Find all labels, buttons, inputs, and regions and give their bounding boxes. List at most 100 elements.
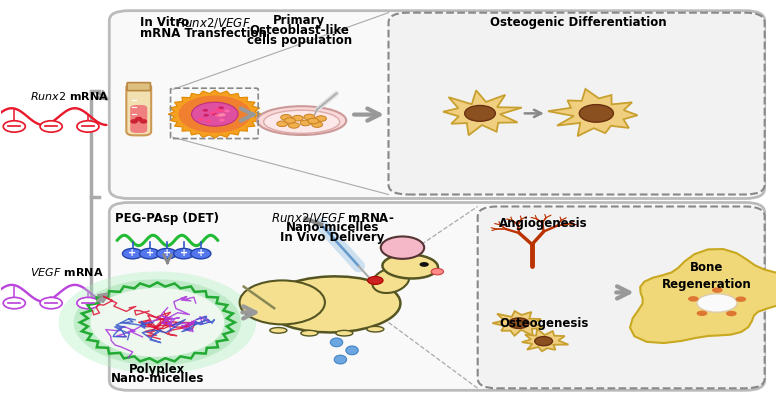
Circle shape (688, 296, 699, 302)
Circle shape (77, 121, 99, 132)
Text: Nano-micelles: Nano-micelles (110, 372, 204, 385)
Text: $\it{Runx2/VEGF}$: $\it{Runx2/VEGF}$ (176, 16, 251, 30)
Text: +: + (162, 248, 171, 258)
Circle shape (368, 276, 383, 284)
Text: +: + (145, 248, 154, 258)
Text: Osteogenesis: Osteogenesis (499, 317, 588, 330)
Text: $\it{VEGF}$ mRNA: $\it{VEGF}$ mRNA (30, 266, 104, 278)
Circle shape (218, 106, 224, 109)
Circle shape (535, 336, 552, 346)
Polygon shape (522, 328, 569, 351)
Circle shape (140, 249, 160, 259)
Circle shape (190, 249, 211, 259)
Circle shape (304, 114, 315, 120)
Circle shape (218, 109, 224, 112)
Circle shape (77, 298, 99, 309)
Circle shape (697, 310, 707, 316)
Circle shape (220, 113, 225, 116)
Circle shape (580, 105, 613, 122)
Polygon shape (493, 311, 544, 336)
Ellipse shape (697, 294, 737, 312)
Polygon shape (169, 90, 261, 138)
FancyBboxPatch shape (110, 11, 765, 198)
Text: Polyplex: Polyplex (129, 363, 186, 376)
Ellipse shape (265, 276, 400, 332)
Ellipse shape (367, 326, 384, 332)
Circle shape (179, 95, 251, 133)
Text: Osteoblast-like: Osteoblast-like (249, 24, 349, 37)
Circle shape (225, 109, 230, 112)
Circle shape (712, 288, 723, 293)
Text: $\it{Runx2}$ mRNA: $\it{Runx2}$ mRNA (30, 90, 110, 102)
Polygon shape (443, 90, 522, 135)
Ellipse shape (263, 110, 340, 134)
Ellipse shape (382, 254, 438, 279)
Circle shape (239, 280, 325, 324)
Circle shape (203, 109, 208, 112)
Circle shape (280, 115, 291, 120)
Circle shape (204, 114, 209, 117)
Circle shape (136, 117, 142, 121)
Text: Nano-micelles: Nano-micelles (286, 221, 379, 234)
Circle shape (284, 118, 295, 124)
Ellipse shape (334, 355, 347, 364)
FancyBboxPatch shape (131, 105, 148, 133)
Circle shape (58, 271, 256, 373)
Ellipse shape (330, 338, 343, 347)
Circle shape (312, 122, 322, 128)
Circle shape (509, 318, 529, 328)
Circle shape (292, 115, 303, 121)
Circle shape (288, 123, 299, 128)
Circle shape (74, 279, 241, 365)
Circle shape (300, 120, 311, 126)
FancyBboxPatch shape (478, 207, 765, 388)
Text: In Vivo Delivery: In Vivo Delivery (280, 231, 385, 244)
Circle shape (381, 237, 424, 259)
Text: cells population: cells population (247, 34, 352, 47)
Circle shape (216, 114, 221, 117)
Circle shape (211, 113, 218, 115)
Circle shape (465, 105, 496, 121)
Ellipse shape (301, 330, 318, 336)
Text: $\it{Runx2/VEGF}$ mRNA-: $\it{Runx2/VEGF}$ mRNA- (271, 211, 394, 225)
Circle shape (219, 119, 225, 122)
Circle shape (308, 118, 319, 124)
Circle shape (206, 119, 211, 122)
Text: Primary: Primary (274, 14, 326, 27)
Circle shape (40, 298, 62, 309)
FancyBboxPatch shape (127, 83, 151, 91)
Circle shape (173, 249, 193, 259)
Text: Bone
Regeneration: Bone Regeneration (662, 261, 751, 292)
Circle shape (141, 120, 147, 123)
Text: +: + (128, 248, 137, 258)
FancyBboxPatch shape (388, 13, 765, 194)
Text: Osteogenic Differentiation: Osteogenic Differentiation (490, 16, 667, 29)
Ellipse shape (257, 106, 347, 135)
FancyBboxPatch shape (110, 203, 765, 390)
Text: PEG-PAsp (DET): PEG-PAsp (DET) (116, 212, 219, 225)
Text: +: + (197, 248, 205, 258)
Circle shape (315, 116, 326, 122)
Ellipse shape (346, 346, 358, 355)
Ellipse shape (372, 268, 409, 293)
Circle shape (210, 111, 215, 114)
Circle shape (214, 108, 220, 111)
Text: mRNA Transfection: mRNA Transfection (141, 27, 267, 40)
Text: +: + (179, 248, 188, 258)
Circle shape (198, 118, 204, 121)
Circle shape (736, 296, 746, 302)
Polygon shape (630, 249, 777, 343)
Circle shape (3, 298, 26, 309)
Circle shape (420, 262, 429, 267)
Circle shape (726, 311, 737, 316)
Circle shape (215, 114, 221, 117)
Circle shape (90, 288, 225, 357)
Text: Angiogenesis: Angiogenesis (500, 217, 588, 230)
Ellipse shape (270, 328, 287, 333)
Circle shape (123, 249, 143, 259)
Circle shape (3, 121, 26, 132)
Circle shape (277, 121, 287, 127)
Circle shape (40, 121, 62, 132)
Circle shape (131, 120, 138, 123)
Circle shape (218, 114, 224, 117)
